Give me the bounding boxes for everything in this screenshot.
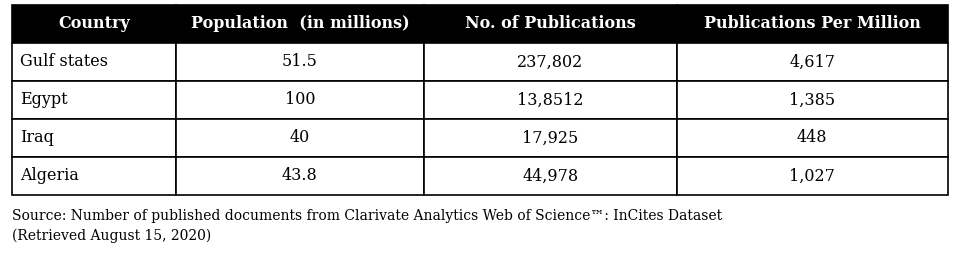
Text: 44,978: 44,978 (522, 167, 578, 185)
Bar (176, 119, 424, 157)
Bar (12, 81, 176, 119)
Text: 51.5: 51.5 (282, 54, 318, 70)
Text: Population  (in millions): Population (in millions) (190, 15, 409, 32)
Bar (176, 81, 424, 119)
Text: Iraq: Iraq (20, 130, 54, 147)
Text: Gulf states: Gulf states (20, 54, 108, 70)
Bar (677, 157, 948, 195)
Text: 100: 100 (284, 92, 315, 109)
Bar (12, 119, 176, 157)
Text: 4,617: 4,617 (789, 54, 835, 70)
Bar (677, 43, 948, 81)
Text: No. of Publications: No. of Publications (465, 15, 636, 32)
Text: 1,027: 1,027 (789, 167, 835, 185)
Bar (424, 119, 677, 157)
Bar (677, 81, 948, 119)
Bar (12, 5, 176, 43)
Text: Publications Per Million: Publications Per Million (704, 15, 921, 32)
Bar (12, 43, 176, 81)
Bar (424, 81, 677, 119)
Text: 1,385: 1,385 (789, 92, 835, 109)
Bar (176, 157, 424, 195)
Text: 13,8512: 13,8512 (516, 92, 584, 109)
Bar (424, 43, 677, 81)
Bar (677, 119, 948, 157)
Text: 237,802: 237,802 (517, 54, 584, 70)
Text: 17,925: 17,925 (522, 130, 578, 147)
Bar (424, 157, 677, 195)
Text: 448: 448 (797, 130, 828, 147)
Text: 43.8: 43.8 (282, 167, 318, 185)
Bar (677, 5, 948, 43)
Text: 40: 40 (290, 130, 310, 147)
Text: Country: Country (58, 15, 130, 32)
Bar (424, 5, 677, 43)
Bar (176, 5, 424, 43)
Text: Algeria: Algeria (20, 167, 79, 185)
Bar (176, 43, 424, 81)
Text: Source: Number of published documents from Clarivate Analytics Web of Science™: : Source: Number of published documents fr… (12, 209, 722, 243)
Text: Egypt: Egypt (20, 92, 67, 109)
Bar (12, 157, 176, 195)
